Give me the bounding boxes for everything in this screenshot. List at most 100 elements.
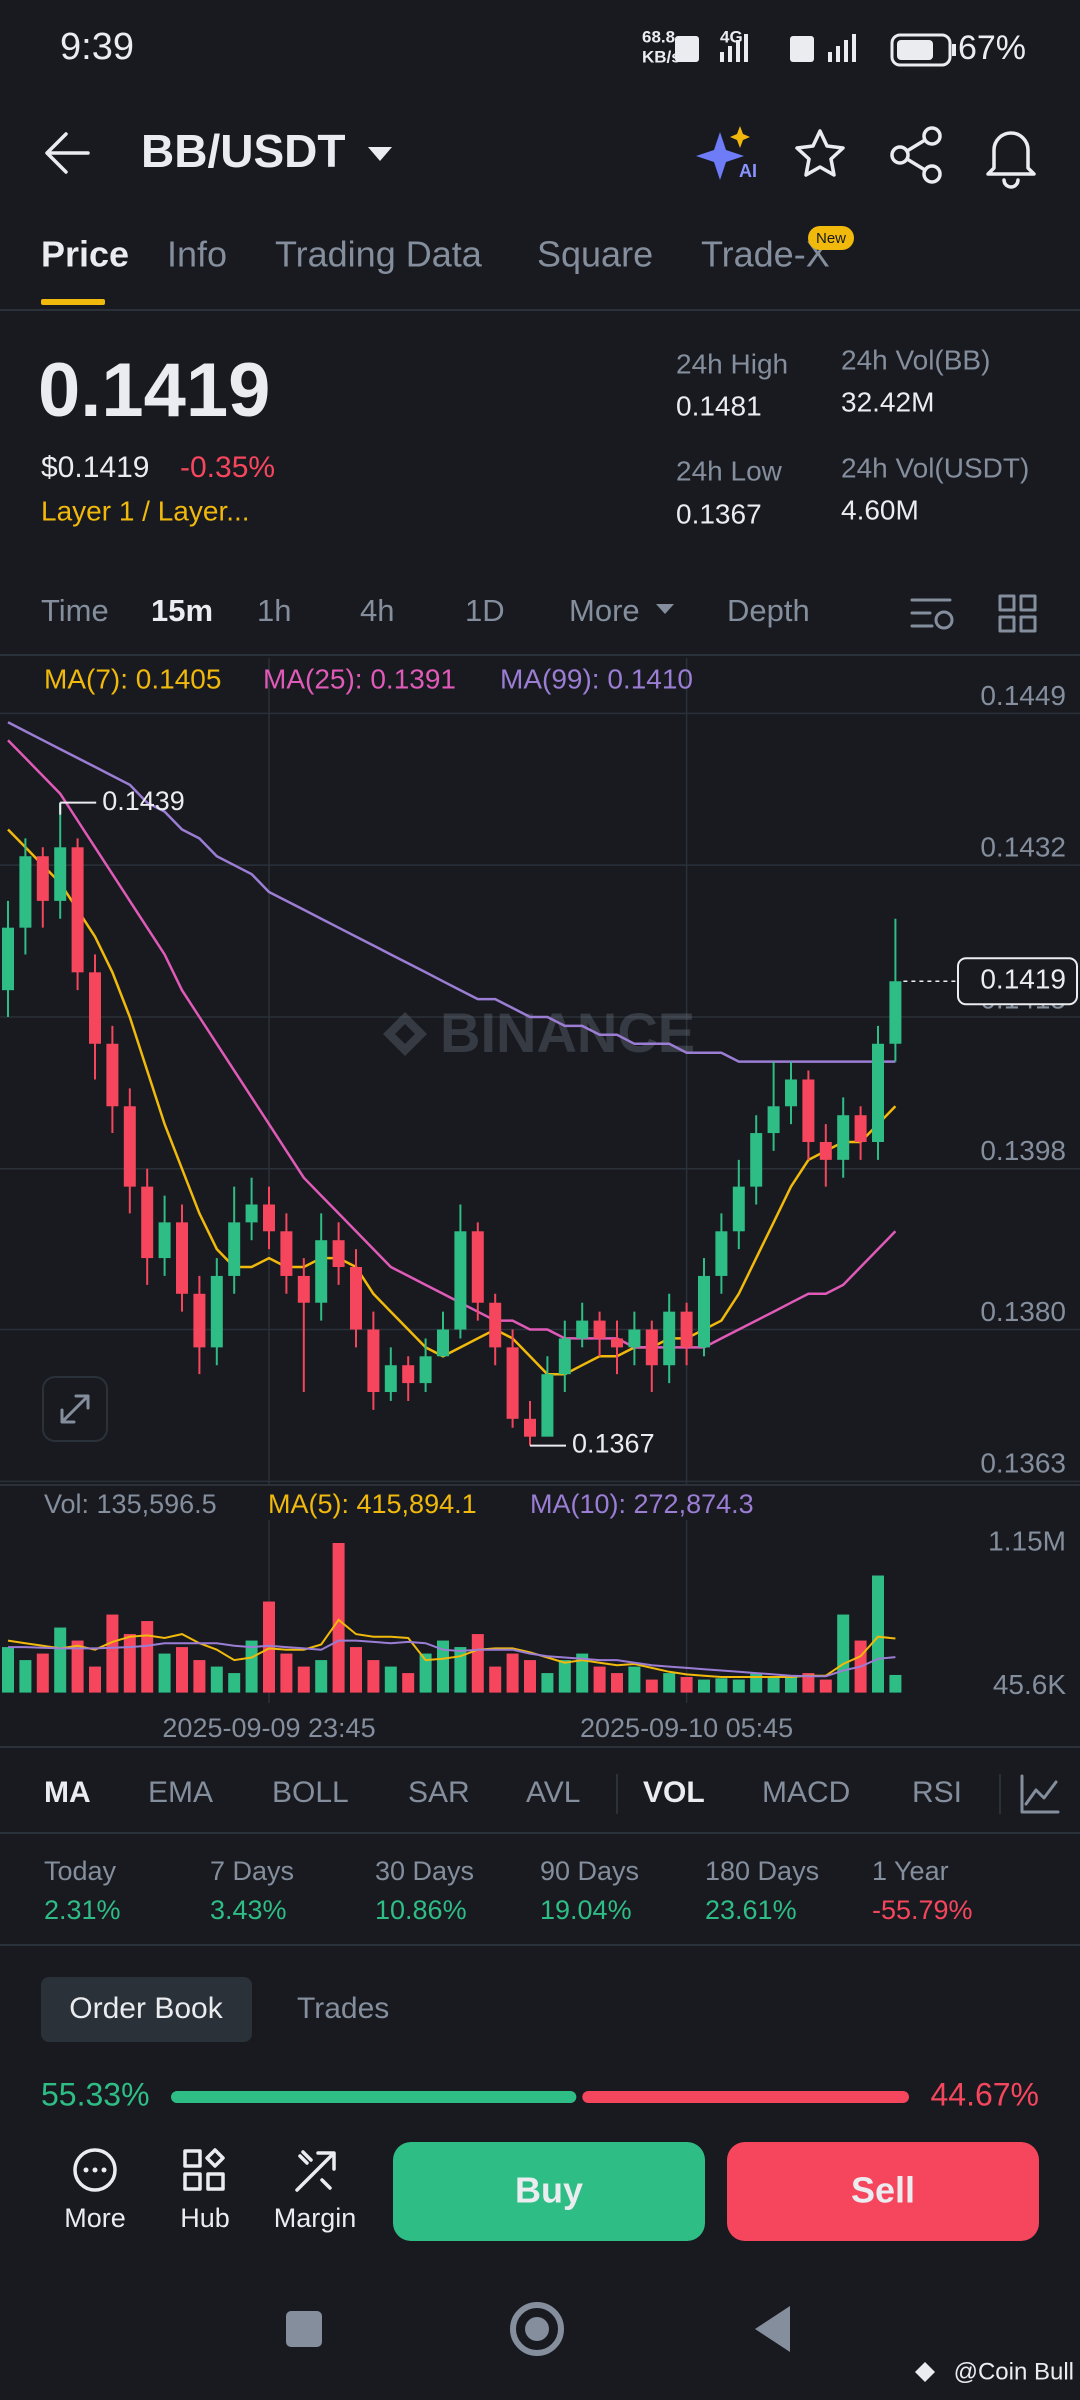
period-label: 7 Days bbox=[210, 1856, 294, 1886]
volte-icon bbox=[675, 36, 699, 62]
net-speed: 68.8 bbox=[642, 27, 675, 46]
back-button[interactable] bbox=[45, 132, 90, 174]
tab-active[interactable]: Price bbox=[41, 234, 129, 275]
volume-bar bbox=[89, 1666, 101, 1693]
sector-tag[interactable]: Layer 1 / Layer... bbox=[41, 495, 250, 526]
plot-layer: 0.1439 0.1367 0.1419 MA(7): 0.1405 MA(25): 0… bbox=[2, 663, 1078, 1700]
high-marker bbox=[59, 801, 97, 815]
indicator[interactable]: BOLL bbox=[272, 1776, 349, 1809]
hub-button[interactable]: Hub bbox=[180, 2148, 230, 2233]
high-label: 0.1439 bbox=[102, 786, 185, 816]
tab[interactable]: Trading Data bbox=[275, 234, 483, 275]
book-tab[interactable]: Trades bbox=[297, 1992, 389, 2025]
tab[interactable]: Info bbox=[167, 234, 227, 275]
indicator[interactable]: RSI bbox=[912, 1776, 962, 1809]
share-button[interactable] bbox=[890, 126, 942, 184]
stat-label: 24h Vol(USDT) bbox=[841, 452, 1029, 483]
buy-ratio: 55.33% bbox=[41, 2076, 150, 2112]
interval[interactable]: 1h bbox=[257, 593, 291, 628]
watermark-text: BINANCE bbox=[440, 1001, 695, 1064]
chart-settings-button[interactable] bbox=[910, 598, 954, 630]
volume-bar bbox=[611, 1673, 623, 1693]
more-icon bbox=[73, 2148, 117, 2192]
candle-body bbox=[489, 1302, 502, 1348]
volume-bar bbox=[297, 1666, 310, 1693]
nav-back[interactable] bbox=[755, 2306, 790, 2352]
price-change: -0.35% bbox=[180, 451, 275, 484]
candle-body bbox=[611, 1338, 623, 1348]
more-dropdown[interactable] bbox=[656, 604, 674, 614]
candle-body bbox=[593, 1320, 606, 1339]
watermark-logo bbox=[383, 1012, 427, 1056]
interval[interactable]: 4h bbox=[360, 593, 394, 628]
alert-button[interactable] bbox=[986, 131, 1036, 189]
candle-body bbox=[71, 847, 84, 973]
grid-cell bbox=[1019, 594, 1037, 612]
share-node bbox=[890, 145, 910, 165]
volume-bar bbox=[454, 1647, 467, 1693]
share-node bbox=[922, 164, 942, 184]
candle-body bbox=[89, 972, 101, 1044]
interval[interactable]: More bbox=[569, 593, 640, 628]
volume-legend: MA(10): 272,874.3 bbox=[530, 1489, 754, 1519]
indicator-active[interactable]: MA bbox=[44, 1776, 91, 1809]
candle-body bbox=[750, 1133, 763, 1187]
nav-home[interactable] bbox=[510, 2302, 564, 2356]
indicator[interactable]: EMA bbox=[148, 1776, 213, 1809]
margin-icon bbox=[295, 2150, 336, 2192]
indicator[interactable]: AVL bbox=[526, 1776, 580, 1809]
volume-bar bbox=[176, 1647, 188, 1693]
hub-cell bbox=[183, 2149, 202, 2168]
book-tab-active[interactable]: Order Book bbox=[69, 1992, 223, 2025]
indicator-active[interactable]: VOL bbox=[643, 1776, 705, 1809]
candle-body bbox=[698, 1275, 710, 1348]
sell-label: Sell bbox=[851, 2170, 915, 2211]
hub-diamond bbox=[205, 2148, 225, 2168]
candle-body bbox=[350, 1267, 362, 1330]
buy-ratio-bar bbox=[171, 2091, 577, 2103]
volume-bar bbox=[506, 1653, 519, 1693]
volume-bar bbox=[141, 1621, 154, 1693]
layout-button[interactable] bbox=[998, 594, 1037, 633]
interval[interactable]: 1D bbox=[465, 593, 505, 628]
volume-legend: Vol: 135,596.5 bbox=[44, 1489, 217, 1519]
usd-price: $0.1419 bbox=[41, 451, 149, 484]
ma-legend: MA(25): 0.1391 bbox=[263, 663, 456, 694]
favorite-button[interactable] bbox=[795, 129, 845, 177]
volte-icon bbox=[790, 36, 814, 62]
interval[interactable]: Depth bbox=[727, 593, 810, 628]
interval-active[interactable]: 15m bbox=[151, 593, 213, 628]
volume-bar bbox=[837, 1614, 850, 1693]
interval[interactable]: Time bbox=[41, 593, 109, 628]
pair-dropdown[interactable] bbox=[368, 147, 392, 161]
settings-lines bbox=[910, 598, 952, 628]
battery-outline bbox=[890, 33, 952, 67]
battery-tip bbox=[952, 44, 956, 56]
last-price-tag bbox=[957, 957, 1078, 1006]
volume-tick-label: 45.6K bbox=[993, 1669, 1066, 1700]
pair-title[interactable]: BB/USDT bbox=[141, 125, 345, 177]
watermark: BINANCE bbox=[383, 1001, 695, 1064]
signal-bar bbox=[844, 40, 848, 62]
nav-home-dot bbox=[525, 2317, 549, 2341]
signal-icons bbox=[675, 34, 856, 62]
indicator[interactable]: MACD bbox=[762, 1776, 850, 1809]
indicator-settings[interactable] bbox=[1020, 1774, 1060, 1814]
candle-body bbox=[837, 1115, 850, 1160]
nav-recents[interactable] bbox=[286, 2311, 322, 2347]
volume-bar bbox=[628, 1666, 641, 1693]
battery-level bbox=[897, 40, 933, 60]
volume-bar bbox=[802, 1673, 815, 1693]
volume-bar bbox=[698, 1679, 710, 1693]
more-button[interactable]: More bbox=[64, 2148, 126, 2233]
sell-button[interactable] bbox=[727, 2142, 1039, 2241]
last-price-label: 0.1419 bbox=[980, 964, 1066, 995]
y-tick-label: 0.1363 bbox=[980, 1448, 1066, 1479]
indicator[interactable]: SAR bbox=[408, 1776, 470, 1809]
tab[interactable]: Square bbox=[537, 234, 653, 275]
ai-button[interactable]: AI bbox=[696, 126, 757, 181]
low-label: 0.1367 bbox=[572, 1429, 655, 1459]
margin-button[interactable]: Margin bbox=[274, 2150, 357, 2233]
buy-button[interactable] bbox=[393, 2142, 705, 2241]
